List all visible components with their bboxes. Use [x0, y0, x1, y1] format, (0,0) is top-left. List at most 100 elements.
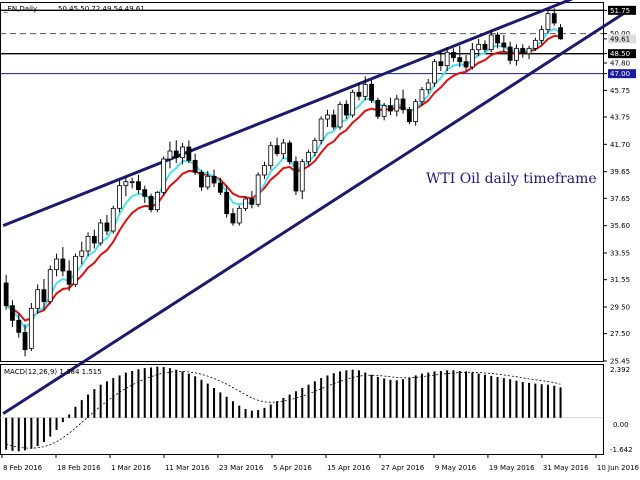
candle — [501, 35, 507, 53]
candle — [539, 25, 545, 45]
price-axis-tick: 47.80 — [603, 60, 630, 68]
candle-body — [293, 161, 299, 192]
candle — [413, 99, 419, 126]
candle-body — [205, 175, 211, 188]
candle-body — [318, 118, 324, 141]
candle — [230, 208, 236, 226]
date-tick: 8 Feb 2016 — [1, 454, 43, 472]
date-tick: 18 Feb 2016 — [55, 454, 101, 472]
candle-body — [262, 165, 267, 176]
price-tick-label: 39.65 — [610, 168, 630, 176]
candle — [331, 109, 337, 130]
candle-body — [444, 51, 450, 67]
price-axis-tick: 29.50 — [603, 304, 630, 312]
date-tick: 23 Mar 2016 — [217, 454, 264, 472]
date-tick: 9 May 2016 — [433, 454, 477, 472]
candle — [287, 140, 293, 165]
chart-symbol: _EN,Daily — [3, 5, 37, 13]
date-tick-label: 1 Mar 2016 — [111, 464, 151, 472]
candle — [16, 313, 22, 338]
candle — [262, 161, 267, 179]
candle — [66, 260, 72, 291]
candle — [545, 11, 551, 34]
date-tick: 5 Apr 2016 — [271, 454, 312, 472]
candle-body — [482, 43, 488, 51]
candle-body — [217, 182, 223, 193]
candle — [356, 83, 362, 101]
price-tick-label: 33.55 — [610, 250, 630, 258]
candle — [438, 51, 444, 71]
channel-resistance-line — [2, 0, 574, 228]
candle-body — [337, 103, 343, 128]
candle-body — [406, 109, 412, 123]
candle-body — [123, 181, 129, 187]
candle — [425, 79, 431, 94]
candle-body — [98, 222, 104, 244]
candle — [3, 275, 9, 310]
macd-signal-line — [6, 371, 561, 449]
candle-body — [280, 142, 286, 155]
candle-body — [180, 146, 185, 159]
date-tick-label: 18 Feb 2016 — [57, 464, 101, 472]
candle-body — [369, 83, 374, 101]
candle — [148, 193, 154, 213]
candle-body — [287, 142, 293, 163]
candle — [35, 284, 41, 314]
price-tick-label: 45.75 — [610, 87, 630, 95]
candle — [343, 100, 349, 119]
candle-body — [520, 47, 526, 55]
candle-body — [476, 43, 482, 51]
candle — [312, 137, 318, 157]
macd-min-label: -1.642 — [610, 446, 633, 454]
date-tick: 11 Mar 2016 — [163, 454, 210, 472]
candle — [180, 143, 185, 165]
candle-body — [356, 91, 362, 97]
candle — [532, 37, 538, 51]
candle-body — [79, 250, 85, 257]
price-axis-tick: 25.45 — [603, 358, 630, 366]
candle — [217, 177, 223, 195]
candle-body — [211, 175, 217, 184]
macd-zero-marker-bg — [605, 420, 633, 429]
candle-body — [274, 145, 280, 155]
candle — [199, 169, 204, 191]
candle-body — [388, 105, 393, 112]
price-tick-label: 37.65 — [610, 195, 630, 203]
candle-body — [558, 27, 563, 40]
candle-body — [400, 98, 406, 111]
channel-support-line — [2, 8, 631, 415]
date-tick-label: 5 Apr 2016 — [273, 464, 312, 472]
candle-body — [507, 46, 513, 61]
candle-body — [129, 181, 135, 184]
price-tick-label: 51.75 — [610, 7, 630, 15]
candle — [110, 205, 116, 234]
price-tick-label: 31.55 — [610, 276, 630, 284]
candle — [98, 219, 104, 246]
candle — [463, 55, 469, 71]
price-tick-label: 43.75 — [610, 114, 630, 122]
candle — [325, 109, 330, 127]
price-tick-label: 50.00 — [610, 30, 630, 38]
candle — [192, 153, 198, 175]
candle — [299, 159, 305, 199]
candle-body — [539, 29, 545, 41]
candle — [306, 149, 311, 166]
candle-body — [488, 34, 494, 51]
candle-body — [224, 191, 230, 215]
price-axis-tick: 50.00 — [603, 30, 630, 38]
candle — [123, 177, 129, 197]
candle-body — [432, 61, 437, 84]
candle — [211, 169, 217, 187]
candle — [73, 253, 78, 287]
candle — [293, 156, 299, 195]
candle-body — [54, 258, 59, 271]
date-tick-label: 27 Apr 2016 — [381, 464, 425, 472]
candle-body — [343, 103, 349, 116]
price-tick-label: 49.61 — [610, 35, 630, 43]
price-tick-label: 29.50 — [610, 304, 630, 312]
candle-body — [173, 150, 179, 159]
date-tick-label: 15 Apr 2016 — [327, 464, 371, 472]
candle — [488, 29, 494, 53]
